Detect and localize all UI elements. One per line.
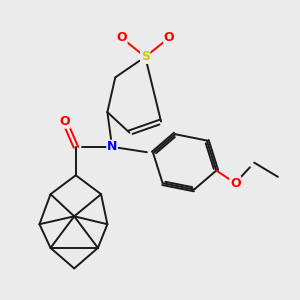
Text: O: O [164, 32, 174, 44]
Text: N: N [107, 140, 117, 153]
Text: O: O [116, 32, 127, 44]
Text: O: O [59, 115, 70, 128]
Text: O: O [230, 177, 241, 190]
Text: S: S [141, 50, 150, 63]
